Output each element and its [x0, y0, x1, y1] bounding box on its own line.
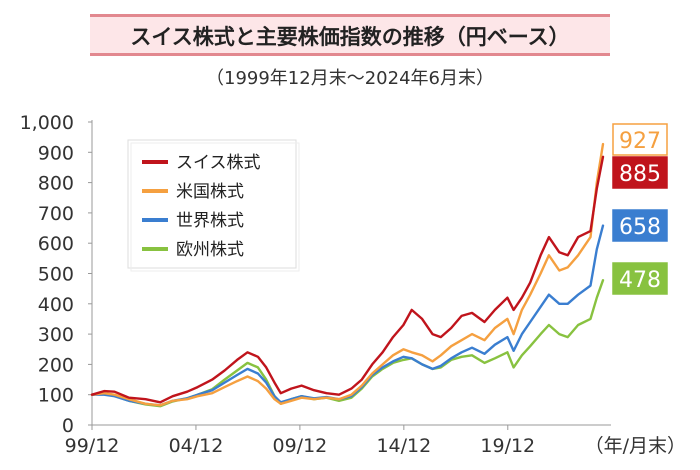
x-tick-label: 14/12	[376, 435, 431, 457]
end-value-badge	[612, 156, 668, 189]
legend-label: スイス株式	[176, 153, 261, 173]
y-tick-label: 100	[38, 385, 74, 407]
y-tick-label: 800	[38, 173, 74, 195]
y-tick-label: 200	[38, 354, 74, 376]
y-tick-label: 0	[62, 415, 74, 437]
series-line-1	[90, 155, 605, 404]
legend-label: 世界株式	[176, 211, 244, 231]
x-tick-label: 99/12	[65, 435, 120, 457]
series-line-4	[90, 279, 605, 408]
end-value-label: 658	[619, 215, 661, 240]
end-value-badge	[612, 123, 668, 156]
end-value-badge	[612, 262, 668, 295]
end-value-label: 927	[619, 129, 661, 154]
end-value-label: 478	[619, 268, 661, 293]
chart-title: スイス株式と主要株価指数の推移（円ベース）	[130, 24, 570, 49]
x-tick-label: 04/12	[169, 435, 224, 457]
end-value-label: 885	[619, 162, 661, 187]
y-tick-label: 900	[38, 142, 74, 164]
title-banner: スイス株式と主要株価指数の推移（円ベース）	[90, 14, 610, 56]
x-axis-unit-label: （年/月末）	[585, 435, 686, 457]
legend-label: 米国株式	[176, 182, 244, 202]
x-tick-label: 09/12	[273, 435, 328, 457]
end-value-badge	[612, 209, 668, 242]
y-tick-label: 1,000	[20, 112, 74, 134]
y-tick-label: 600	[38, 233, 74, 255]
y-tick-label: 400	[38, 294, 74, 316]
legend-label: 欧州株式	[176, 240, 244, 260]
legend-shadow	[130, 142, 300, 272]
chart-subtitle: （1999年12月末～2024年6月末）	[206, 68, 494, 89]
x-tick-label: 19/12	[480, 435, 535, 457]
y-tick-label: 700	[38, 203, 74, 225]
series-line-2	[90, 142, 605, 407]
y-tick-label: 500	[38, 264, 74, 286]
y-tick-label: 300	[38, 324, 74, 346]
